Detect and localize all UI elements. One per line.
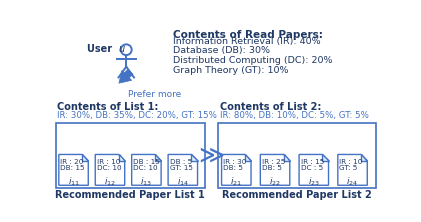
Text: Distributed Computing (DC): 20%: Distributed Computing (DC): 20% bbox=[173, 56, 332, 65]
Text: IR : 25: IR : 25 bbox=[262, 159, 285, 165]
Text: IR : 20: IR : 20 bbox=[60, 159, 84, 165]
Polygon shape bbox=[155, 155, 161, 161]
Text: IR : 10: IR : 10 bbox=[339, 159, 363, 165]
Text: Contents of List 2:: Contents of List 2: bbox=[220, 102, 321, 112]
Text: Recommended Paper List 1: Recommended Paper List 1 bbox=[55, 190, 205, 200]
Text: $\mathit{i}_{12}$: $\mathit{i}_{12}$ bbox=[104, 175, 116, 188]
Text: Recommended Paper List 2: Recommended Paper List 2 bbox=[222, 190, 372, 200]
Text: DB : 15: DB : 15 bbox=[133, 159, 160, 165]
Text: $\mathit{i}_{21}$: $\mathit{i}_{21}$ bbox=[230, 175, 242, 188]
Text: IR: 80%, DB: 10%, DC: 5%, GT: 5%: IR: 80%, DB: 10%, DC: 5%, GT: 5% bbox=[220, 111, 369, 120]
FancyBboxPatch shape bbox=[218, 123, 376, 188]
Polygon shape bbox=[221, 155, 251, 185]
Text: Contents of List 1:: Contents of List 1: bbox=[57, 102, 159, 112]
Text: $\gg$: $\gg$ bbox=[195, 143, 226, 167]
Polygon shape bbox=[132, 155, 161, 185]
Text: DB: 5: DB: 5 bbox=[262, 165, 282, 171]
Text: User: User bbox=[87, 44, 115, 54]
Text: IR : 15: IR : 15 bbox=[301, 159, 324, 165]
FancyBboxPatch shape bbox=[56, 123, 205, 188]
Polygon shape bbox=[338, 155, 367, 185]
Text: Prefer more: Prefer more bbox=[128, 90, 181, 99]
Polygon shape bbox=[59, 155, 88, 185]
Text: IR : 10: IR : 10 bbox=[97, 159, 120, 165]
Text: IR: 30%, DB: 35%, DC: 20%, GT: 15%: IR: 30%, DB: 35%, DC: 20%, GT: 15% bbox=[57, 111, 217, 120]
Polygon shape bbox=[82, 155, 88, 161]
Text: Information Retrieval (IR): 40%: Information Retrieval (IR): 40% bbox=[173, 37, 320, 46]
Polygon shape bbox=[118, 155, 125, 161]
Text: Database (DB): 30%: Database (DB): 30% bbox=[173, 46, 270, 55]
Text: u: u bbox=[118, 44, 125, 54]
Text: $\mathit{i}_{13}$: $\mathit{i}_{13}$ bbox=[140, 175, 152, 188]
Text: DC: 10: DC: 10 bbox=[133, 165, 158, 171]
FancyArrowPatch shape bbox=[119, 69, 133, 83]
Polygon shape bbox=[245, 155, 251, 161]
Text: $\mathit{i}_{23}$: $\mathit{i}_{23}$ bbox=[308, 175, 320, 188]
Text: Contents of Read Papers:: Contents of Read Papers: bbox=[173, 30, 322, 40]
Text: DC: 10: DC: 10 bbox=[97, 165, 121, 171]
Polygon shape bbox=[168, 155, 197, 185]
Polygon shape bbox=[95, 155, 125, 185]
Text: GT: 5: GT: 5 bbox=[339, 165, 358, 171]
Text: $\mathit{i}_{14}$: $\mathit{i}_{14}$ bbox=[177, 175, 189, 188]
Text: $\mathit{i}_{22}$: $\mathit{i}_{22}$ bbox=[269, 175, 281, 188]
Text: IR : 30: IR : 30 bbox=[223, 159, 247, 165]
Polygon shape bbox=[192, 155, 197, 161]
Text: DB: 5: DB: 5 bbox=[223, 165, 243, 171]
Polygon shape bbox=[260, 155, 290, 185]
Polygon shape bbox=[299, 155, 328, 185]
Polygon shape bbox=[284, 155, 290, 161]
Text: DB: 15: DB: 15 bbox=[60, 165, 85, 171]
Polygon shape bbox=[322, 155, 328, 161]
Text: $\mathit{i}_{24}$: $\mathit{i}_{24}$ bbox=[346, 175, 359, 188]
Text: GT: 15: GT: 15 bbox=[170, 165, 193, 171]
Text: Graph Theory (GT): 10%: Graph Theory (GT): 10% bbox=[173, 65, 288, 75]
Text: DC : 5: DC : 5 bbox=[301, 165, 323, 171]
Text: DB : 5: DB : 5 bbox=[170, 159, 192, 165]
Polygon shape bbox=[361, 155, 367, 161]
Text: $\mathit{i}_{11}$: $\mathit{i}_{11}$ bbox=[67, 175, 80, 188]
